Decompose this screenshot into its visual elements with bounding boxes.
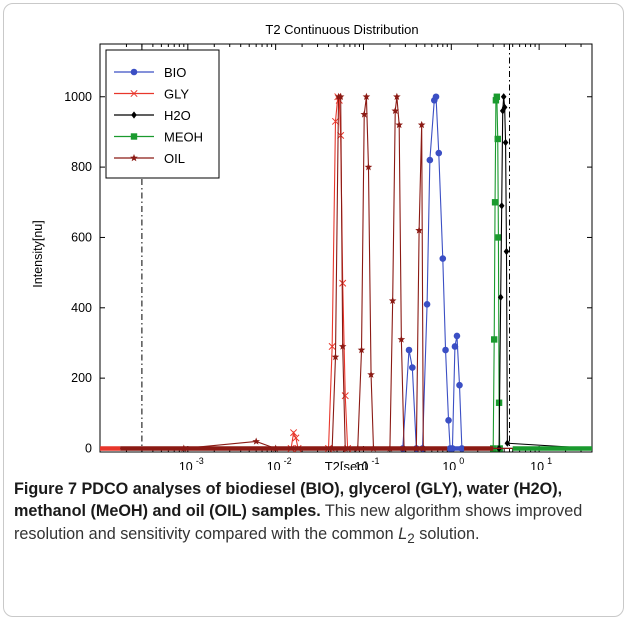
legend-marker (130, 133, 138, 140)
t2-distribution-chart: T2 Continuous Distribution Intensity[nu]… (31, 22, 593, 474)
data-point (388, 296, 397, 304)
data-point (492, 97, 500, 104)
data-point (331, 353, 340, 361)
series-layer (100, 44, 593, 453)
caption-math-sub: 2 (407, 531, 415, 547)
caption-label: Figure 7 (14, 480, 77, 498)
x-tick-exponent: -2 (284, 456, 292, 466)
y-tick-label: 200 (71, 371, 92, 385)
legend-label: MEOH (164, 130, 203, 145)
x-tick-label: 10 (530, 460, 544, 470)
legend-item-oil: OIL (114, 151, 185, 166)
y-tick-label: 800 (71, 160, 92, 174)
caption-math-base: L (398, 524, 408, 543)
data-point (328, 342, 336, 351)
data-point (364, 163, 373, 171)
y-tick-label: 400 (71, 301, 92, 315)
data-point (500, 93, 507, 101)
caption-text: This new algorithm shows improved resolu… (14, 502, 583, 543)
data-point (445, 417, 452, 424)
caption-text-end: solution. (419, 524, 480, 543)
marker-stroke (290, 429, 298, 437)
data-point (491, 199, 499, 206)
data-point (415, 226, 423, 234)
data-point (252, 437, 260, 445)
chart-area: T2 Continuous Distribution Intensity[nu]… (31, 22, 593, 474)
legend-label: GLY (164, 87, 189, 102)
y-tick-label: 0 (85, 441, 92, 455)
data-point (493, 93, 501, 100)
data-point (435, 149, 443, 157)
data-point (290, 429, 298, 437)
x-tick-label: 10 (179, 460, 193, 470)
legend: BIO GLY H2O MEOH OIL (105, 49, 220, 179)
data-point (502, 138, 509, 147)
data-point (331, 117, 340, 125)
legend-marker (130, 154, 138, 162)
marker-stroke (341, 392, 349, 400)
legend-marker (131, 111, 137, 119)
data-point (504, 439, 511, 447)
data-point (439, 255, 447, 262)
data-point (397, 335, 406, 343)
caption-title: PDCO analyses of biodiesel (BIO), glycer… (14, 480, 563, 521)
data-point (393, 92, 401, 100)
figure-caption: Figure 7 PDCO analyses of biodiesel (BIO… (14, 478, 614, 550)
legend-item-bio: BIO (114, 65, 186, 80)
x-tick-label: 10 (355, 460, 369, 470)
data-point (405, 346, 413, 354)
x-tick-exponent: 0 (459, 456, 464, 466)
y-tick-label: 600 (71, 230, 92, 244)
data-point (409, 364, 416, 371)
data-point (338, 342, 347, 350)
legend-marker (130, 68, 138, 76)
marker-stroke (292, 434, 300, 442)
data-point (357, 346, 366, 354)
marker-stroke (328, 342, 336, 351)
y-axis-label: Intensity[nu] (31, 220, 45, 287)
data-point (395, 120, 403, 129)
legend-item-h2o: H2O (114, 108, 191, 123)
data-point (456, 381, 463, 389)
x-tick-exponent: -3 (196, 456, 204, 466)
data-point (503, 247, 510, 256)
x-tick-exponent: 1 (547, 456, 552, 466)
marker-stroke (130, 89, 138, 98)
data-point (494, 135, 501, 143)
legend-marker (130, 89, 138, 98)
data-point (292, 434, 300, 442)
x-tick-label: 10 (442, 460, 456, 470)
data-point (423, 300, 431, 308)
data-point (360, 110, 369, 118)
data-point (367, 370, 375, 378)
data-point (391, 106, 400, 115)
data-point (491, 336, 498, 343)
legend-label: H2O (164, 108, 191, 123)
data-point (497, 293, 504, 301)
data-point (442, 346, 449, 354)
legend-label: OIL (164, 151, 185, 166)
data-point (453, 332, 461, 340)
data-point (498, 202, 505, 210)
x-tick-exponent: -1 (371, 456, 379, 466)
data-point (341, 392, 349, 400)
axes-box (99, 43, 593, 453)
legend-item-meoh: MEOH (114, 130, 203, 145)
legend-label: BIO (164, 65, 186, 80)
data-point (451, 343, 459, 350)
legend-item-gly: GLY (114, 87, 189, 102)
marker-stroke (331, 117, 340, 125)
x-tick-label: 10 (267, 460, 281, 470)
data-point (362, 92, 371, 100)
data-point (336, 92, 345, 100)
chart-title: T2 Continuous Distribution (265, 22, 418, 37)
data-point (495, 234, 502, 241)
data-point (432, 93, 440, 101)
data-point (426, 156, 434, 164)
legend-box (105, 49, 220, 179)
data-point (501, 103, 508, 111)
y-tick-label: 1000 (64, 90, 92, 104)
data-point (417, 120, 426, 129)
